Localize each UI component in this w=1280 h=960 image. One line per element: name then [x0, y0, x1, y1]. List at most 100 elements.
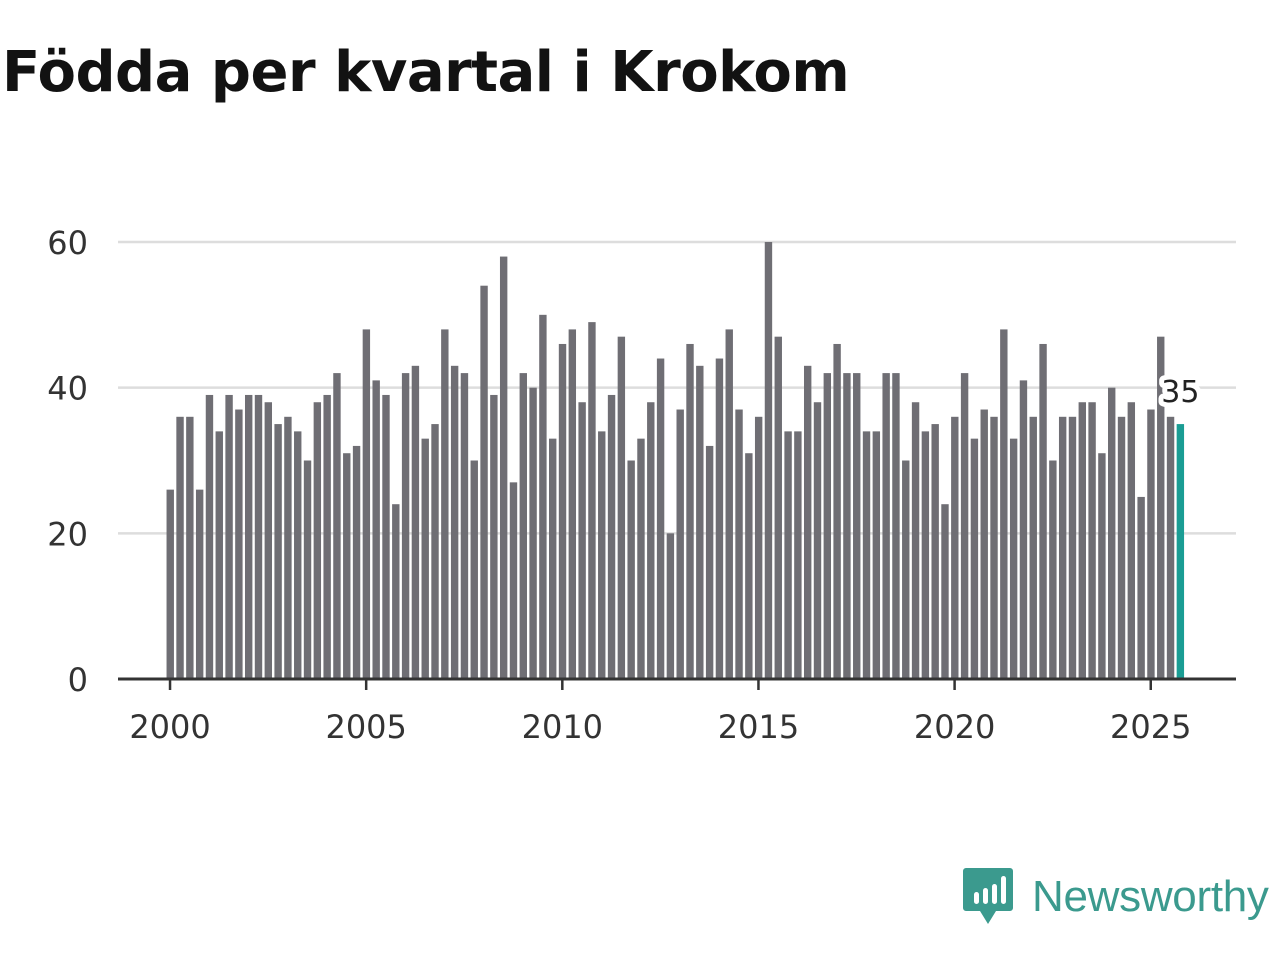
- bar: [431, 424, 439, 679]
- bar: [176, 416, 184, 679]
- bar: [1019, 380, 1028, 679]
- bar: [382, 394, 390, 679]
- bar: [568, 329, 577, 679]
- bar: [1068, 416, 1077, 679]
- bar: [166, 489, 174, 679]
- bar: [490, 394, 498, 679]
- bar: [558, 343, 567, 679]
- bar: [843, 373, 851, 679]
- bar: [333, 373, 341, 679]
- highlight-value-halo: 35: [1161, 375, 1199, 410]
- bar: [970, 438, 979, 679]
- bar: [666, 533, 675, 679]
- chart-title: Födda per kvartal i Krokom: [2, 40, 850, 105]
- bar: [509, 482, 518, 679]
- bar: [235, 409, 243, 679]
- bar: [754, 416, 763, 679]
- bar: [656, 358, 665, 679]
- newsworthy-logo-text: Newsworthy: [1032, 872, 1269, 921]
- bar: [195, 489, 204, 679]
- x-tick-label: 2000: [129, 708, 210, 746]
- newsworthy-logo: Newsworthy: [962, 862, 1269, 932]
- bar: [862, 431, 871, 679]
- bar: [1166, 416, 1175, 679]
- bar: [941, 504, 949, 679]
- bar: [1049, 460, 1057, 679]
- bar: [313, 402, 322, 679]
- bar: [676, 409, 684, 679]
- bar: [539, 314, 547, 679]
- bar: [745, 453, 753, 679]
- bar: [823, 373, 832, 679]
- bars: [166, 242, 1185, 679]
- bar: [1147, 409, 1155, 679]
- bar: [1039, 343, 1047, 679]
- bar: [1058, 416, 1067, 679]
- bar: [911, 402, 920, 679]
- bar: [627, 460, 635, 679]
- bar: [519, 373, 527, 679]
- bar: [637, 438, 645, 679]
- bar: [833, 343, 841, 679]
- bar: [470, 460, 478, 679]
- bar: [647, 402, 655, 679]
- bar: [205, 394, 214, 679]
- bar: [411, 365, 420, 679]
- axes: 0 20 40 60 2000 2005 2010 2015 2020 2025: [47, 224, 1236, 746]
- y-tick-label: 20: [47, 515, 88, 553]
- bar: [215, 431, 223, 679]
- bar: [1029, 416, 1037, 679]
- bar: [352, 445, 361, 679]
- bar: [549, 438, 557, 679]
- bar-highlight: [1176, 424, 1185, 679]
- bar: [882, 373, 890, 679]
- bar: [421, 438, 429, 679]
- bar: [764, 242, 773, 679]
- bar: [392, 504, 400, 679]
- bar: [480, 285, 488, 679]
- bar: [588, 322, 596, 679]
- bar: [578, 402, 586, 679]
- bar: [1137, 496, 1145, 679]
- bar: [813, 402, 822, 679]
- bar: [254, 394, 263, 679]
- bar: [803, 365, 812, 679]
- bar: [186, 416, 194, 679]
- bar: [1078, 402, 1086, 679]
- x-tick-label: 2005: [325, 708, 406, 746]
- bar: [274, 424, 282, 679]
- y-tick-label: 40: [47, 370, 88, 408]
- x-tick-label: 2015: [718, 708, 799, 746]
- highlight-value-label: 35: [1161, 375, 1199, 410]
- bar: [872, 431, 881, 679]
- bar: [686, 343, 694, 679]
- bar: [931, 424, 939, 679]
- bar: [441, 329, 449, 679]
- bar: [774, 336, 782, 679]
- bar: [499, 256, 508, 679]
- x-tick-label: 2025: [1110, 708, 1191, 746]
- bar: [725, 329, 733, 679]
- bar: [303, 460, 312, 679]
- bar: [1088, 402, 1096, 679]
- bar: [1009, 438, 1018, 679]
- bar: [980, 409, 988, 679]
- bar: [607, 394, 616, 679]
- bar: [735, 409, 743, 679]
- bar: [598, 431, 606, 679]
- bar: [1127, 402, 1136, 679]
- bar: [960, 373, 969, 679]
- bar: [902, 460, 910, 679]
- bar: [784, 431, 792, 679]
- bar: [696, 365, 704, 679]
- bar: [617, 336, 626, 679]
- bar: [529, 387, 537, 679]
- bar: [372, 380, 380, 679]
- x-tick-label: 2010: [522, 708, 603, 746]
- bar: [323, 394, 331, 679]
- newsworthy-logo-icon: [963, 868, 1013, 924]
- bar: [1108, 387, 1116, 679]
- bar: [244, 394, 253, 679]
